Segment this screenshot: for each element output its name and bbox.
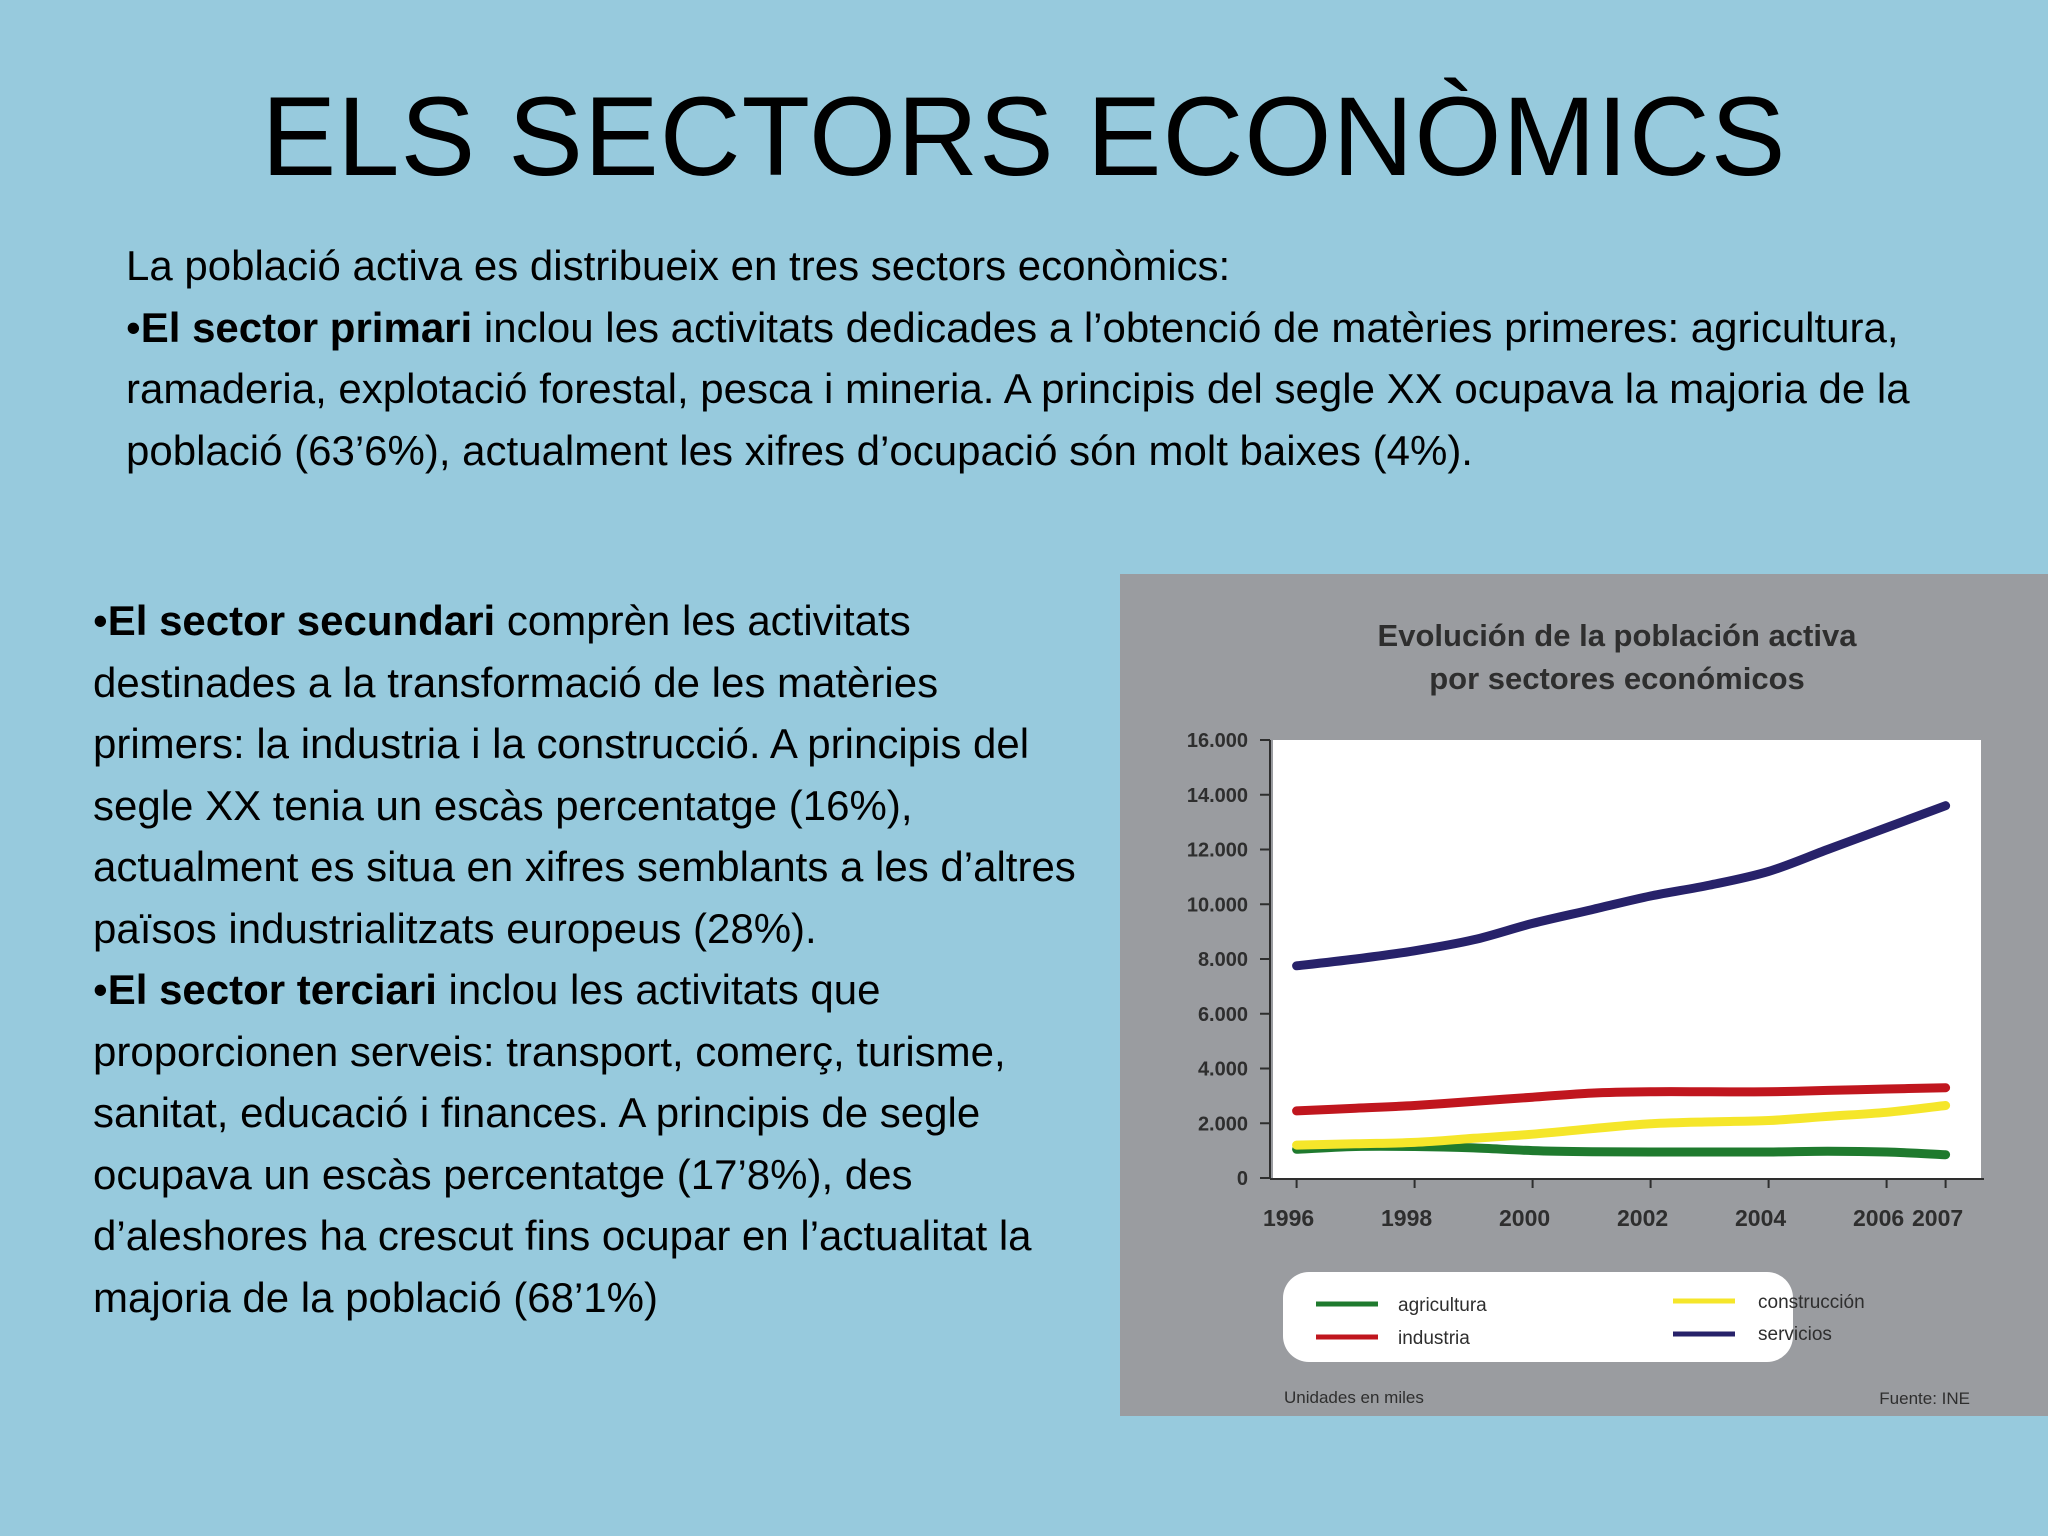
legend-box [1283, 1272, 1793, 1362]
y-tick-label: 16.000 [1187, 730, 1248, 752]
chart-panel: Evolución de la población activa por sec… [1120, 574, 2048, 1416]
bullet-tertiary: •El sector terciari inclou les activitat… [93, 959, 1093, 1328]
lower-text-block: •El sector secundari comprèn les activit… [93, 590, 1093, 1328]
x-tick-label: 2006 [1853, 1205, 1904, 1231]
axis-layer: 0 2.000 4.000 6.000 8.000 10.000 12.000 14.000 1… [1187, 730, 1984, 1231]
line-chart: Evolución de la población activa por sec… [1187, 618, 1984, 1408]
series-line-servicios [1292, 801, 1951, 971]
bullet-primary: •El sector primari inclou les activitats… [126, 297, 1966, 482]
bullet-tertiary-heading: El sector terciari [107, 966, 437, 1013]
bullet-secondary: •El sector secundari comprèn les activit… [93, 590, 1093, 959]
x-tick-label: 1996 [1263, 1205, 1314, 1231]
bullet-primary-text: inclou les activitats dedicades a l’obte… [126, 303, 1910, 474]
y-tick-label: 4.000 [1198, 1059, 1248, 1081]
intro-text-block: La població activa es distribueix en tre… [126, 235, 1966, 481]
x-tick-label: 2007 [1912, 1205, 1963, 1231]
footnote-source: Fuente: INE [1879, 1389, 1970, 1408]
series-line-industria [1292, 1083, 1951, 1116]
bullet-primary-heading: El sector primari [140, 303, 473, 351]
chart-title: Evolución de la población activa [1378, 618, 1858, 653]
bullet-secondary-heading: El sector secundari [107, 597, 496, 644]
y-tick-label: 12.000 [1187, 840, 1248, 862]
legend-label-construcción: construcción [1758, 1292, 1865, 1313]
y-tick-label: 2.000 [1198, 1113, 1248, 1135]
y-tick-label: 14.000 [1187, 785, 1248, 807]
x-tick-label: 2004 [1735, 1205, 1786, 1231]
bullet-marker: • [93, 597, 108, 644]
y-tick-label: 8.000 [1198, 949, 1248, 971]
legend-label-agricultura: agricultura [1398, 1295, 1487, 1316]
series-layer [1292, 801, 1951, 1160]
y-tick-label: 0 [1237, 1168, 1248, 1190]
intro-sentence: La població activa es distribueix en tre… [126, 242, 1231, 289]
legend-label-servicios: servicios [1758, 1324, 1832, 1345]
legend: agricultura construcción industria servicio… [1316, 1292, 1865, 1349]
footnote-units: Unidades en miles [1284, 1388, 1424, 1407]
series-line-construcción [1292, 1101, 1951, 1150]
x-tick-label: 2002 [1617, 1205, 1668, 1231]
slide-title: ELS SECTORS ECONÒMICS [261, 74, 1787, 199]
x-tick-label: 1998 [1381, 1205, 1432, 1231]
bullet-secondary-text: comprèn les activitats destinades a la t… [93, 597, 1076, 952]
legend-label-industria: industria [1398, 1328, 1470, 1349]
y-tick-label: 6.000 [1198, 1004, 1248, 1026]
bullet-marker: • [93, 966, 108, 1013]
bullet-marker: • [126, 303, 141, 351]
y-tick-label: 10.000 [1187, 894, 1248, 916]
bullet-tertiary-text: inclou les activitats que proporcionen s… [93, 966, 1032, 1321]
chart-subtitle: por sectores económicos [1429, 661, 1805, 696]
x-tick-label: 2000 [1499, 1205, 1550, 1231]
